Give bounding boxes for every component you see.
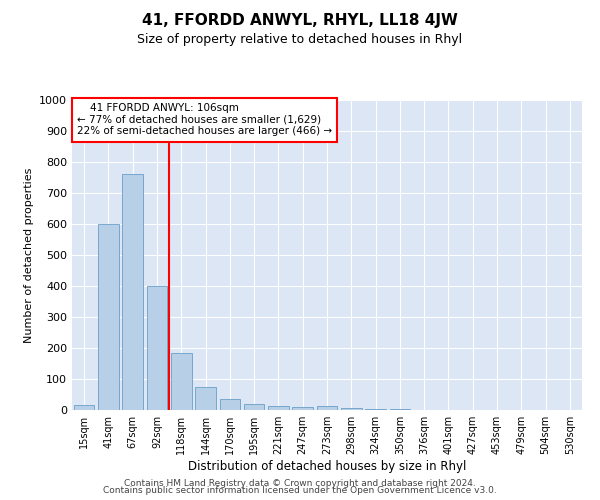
Text: Contains HM Land Registry data © Crown copyright and database right 2024.: Contains HM Land Registry data © Crown c…: [124, 478, 476, 488]
Bar: [98, 224, 119, 410]
Bar: [146, 286, 167, 410]
Bar: [292, 407, 313, 410]
X-axis label: Distribution of detached houses by size in Rhyl: Distribution of detached houses by size …: [188, 460, 466, 473]
Text: Contains public sector information licensed under the Open Government Licence v3: Contains public sector information licen…: [103, 486, 497, 495]
Bar: [195, 387, 216, 410]
Text: 41, FFORDD ANWYL, RHYL, LL18 4JW: 41, FFORDD ANWYL, RHYL, LL18 4JW: [142, 12, 458, 28]
Bar: [365, 409, 386, 410]
Text: Size of property relative to detached houses in Rhyl: Size of property relative to detached ho…: [137, 32, 463, 46]
Bar: [220, 399, 240, 410]
Bar: [341, 408, 362, 410]
Bar: [122, 174, 143, 410]
Text: 41 FFORDD ANWYL: 106sqm
← 77% of detached houses are smaller (1,629)
22% of semi: 41 FFORDD ANWYL: 106sqm ← 77% of detache…: [77, 103, 332, 136]
Bar: [74, 406, 94, 410]
Bar: [171, 352, 191, 410]
Bar: [268, 406, 289, 410]
Bar: [317, 406, 337, 410]
Y-axis label: Number of detached properties: Number of detached properties: [23, 168, 34, 342]
Bar: [244, 404, 265, 410]
